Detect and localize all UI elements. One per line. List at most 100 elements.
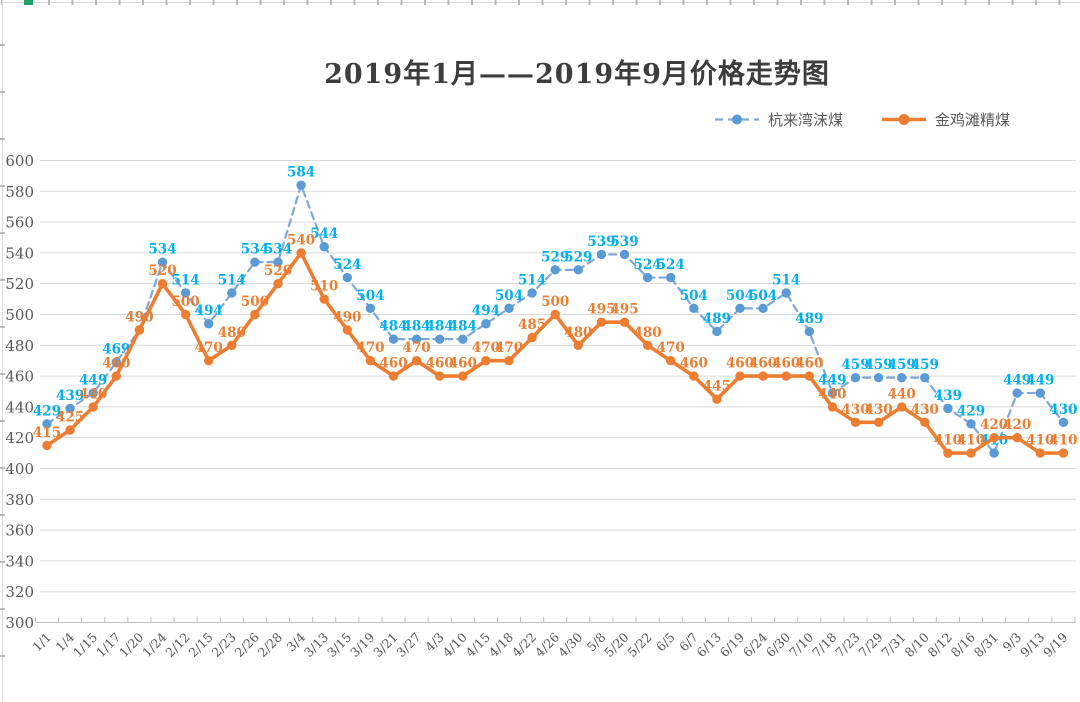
- data-point-marker[interactable]: [689, 371, 699, 381]
- data-point-marker[interactable]: [827, 402, 838, 412]
- data-point-marker[interactable]: [781, 371, 791, 381]
- series-hanglaiwan[interactable]: 4294394494694905345144945145345345845445…: [33, 165, 1078, 458]
- data-point-marker[interactable]: [88, 402, 98, 412]
- data-point-marker[interactable]: [204, 319, 214, 329]
- series-jinjitan[interactable]: 4154254404604905205004704805005205405104…: [33, 232, 1078, 458]
- data-point-marker[interactable]: [897, 372, 907, 383]
- data-point-marker[interactable]: [111, 357, 122, 367]
- data-point-marker[interactable]: [1012, 388, 1022, 398]
- data-point-marker[interactable]: [481, 356, 491, 366]
- data-point-marker[interactable]: [897, 402, 907, 412]
- data-point-marker[interactable]: [573, 265, 583, 275]
- data-point-marker[interactable]: [642, 272, 653, 283]
- data-point-marker[interactable]: [666, 272, 676, 283]
- data-point-marker[interactable]: [273, 257, 283, 267]
- data-point-marker[interactable]: [342, 325, 352, 335]
- data-point-marker[interactable]: [365, 303, 376, 314]
- data-point-marker[interactable]: [619, 249, 630, 260]
- data-point-marker[interactable]: [180, 309, 191, 320]
- data-point-marker[interactable]: [596, 317, 607, 327]
- data-point-marker[interactable]: [550, 265, 560, 275]
- data-point-marker[interactable]: [873, 417, 884, 427]
- data-point-marker[interactable]: [111, 371, 122, 381]
- data-point-marker[interactable]: [250, 309, 260, 320]
- data-point-marker[interactable]: [943, 448, 953, 458]
- data-point-marker[interactable]: [758, 371, 768, 381]
- data-point-marker[interactable]: [850, 417, 861, 427]
- grid-edge-left-ticks: [0, 44, 5, 702]
- data-label: 540: [287, 232, 315, 248]
- data-point-marker[interactable]: [920, 372, 930, 383]
- data-point-marker[interactable]: [388, 334, 399, 344]
- data-point-marker[interactable]: [827, 388, 838, 398]
- data-point-marker[interactable]: [758, 303, 768, 314]
- data-point-marker[interactable]: [157, 279, 168, 289]
- data-point-marker[interactable]: [573, 340, 583, 350]
- data-point-marker[interactable]: [504, 356, 514, 366]
- data-point-marker[interactable]: [458, 334, 468, 344]
- data-point-marker[interactable]: [989, 433, 999, 443]
- data-point-marker[interactable]: [1058, 417, 1069, 427]
- data-point-marker[interactable]: [1058, 448, 1069, 458]
- data-point-marker[interactable]: [204, 356, 214, 366]
- data-point-marker[interactable]: [65, 403, 75, 414]
- data-point-marker[interactable]: [735, 303, 745, 314]
- data-point-marker[interactable]: [1035, 388, 1046, 398]
- data-point-marker[interactable]: [342, 272, 352, 283]
- data-label: 430: [1049, 402, 1077, 418]
- data-point-marker[interactable]: [65, 425, 75, 435]
- data-point-marker[interactable]: [850, 372, 861, 383]
- legend-item-hanglaiwan[interactable]: 杭来湾沫煤: [714, 109, 843, 130]
- data-point-marker[interactable]: [250, 257, 260, 267]
- data-point-marker[interactable]: [227, 340, 237, 350]
- data-point-marker[interactable]: [712, 394, 722, 404]
- data-point-marker[interactable]: [134, 325, 145, 335]
- data-point-marker[interactable]: [712, 326, 722, 337]
- data-point-marker[interactable]: [781, 288, 791, 298]
- data-point-marker[interactable]: [527, 288, 537, 298]
- data-point-marker[interactable]: [319, 294, 329, 304]
- data-point-marker[interactable]: [180, 288, 191, 298]
- data-point-marker[interactable]: [365, 356, 376, 366]
- data-point-marker[interactable]: [527, 332, 537, 343]
- data-point-marker[interactable]: [735, 371, 745, 381]
- data-point-marker[interactable]: [689, 303, 699, 314]
- chart-title[interactable]: 2019年1月——2019年9月价格走势图: [324, 59, 830, 90]
- data-point-marker[interactable]: [642, 340, 653, 350]
- data-point-marker[interactable]: [435, 371, 445, 381]
- data-point-marker[interactable]: [1012, 433, 1022, 443]
- data-point-marker[interactable]: [42, 440, 52, 451]
- data-point-marker[interactable]: [550, 309, 560, 320]
- y-axis-tick-label: 360: [5, 522, 34, 540]
- data-point-marker[interactable]: [458, 371, 468, 381]
- data-point-marker[interactable]: [804, 371, 814, 381]
- data-point-marker[interactable]: [296, 180, 306, 190]
- data-point-marker[interactable]: [481, 319, 491, 329]
- data-point-marker[interactable]: [273, 279, 283, 289]
- data-point-marker[interactable]: [1035, 448, 1046, 458]
- legend-item-jinjitan[interactable]: 金鸡滩精煤: [881, 109, 1010, 130]
- data-point-marker[interactable]: [804, 326, 814, 337]
- data-point-marker[interactable]: [966, 448, 976, 458]
- data-point-marker[interactable]: [319, 242, 329, 252]
- data-point-marker[interactable]: [966, 419, 976, 429]
- data-point-marker[interactable]: [435, 334, 445, 344]
- data-label: 510: [310, 279, 338, 295]
- data-point-marker[interactable]: [411, 356, 422, 366]
- data-point-marker[interactable]: [411, 334, 422, 344]
- data-point-marker[interactable]: [157, 257, 168, 267]
- data-point-marker[interactable]: [989, 448, 999, 458]
- data-point-marker[interactable]: [227, 288, 237, 298]
- data-point-marker[interactable]: [42, 419, 52, 429]
- data-point-marker[interactable]: [296, 248, 306, 258]
- data-point-marker[interactable]: [596, 249, 607, 260]
- data-point-marker[interactable]: [388, 371, 399, 381]
- data-point-marker[interactable]: [873, 372, 884, 383]
- data-point-marker[interactable]: [504, 303, 514, 314]
- data-point-marker[interactable]: [88, 388, 98, 398]
- data-point-marker[interactable]: [943, 403, 953, 414]
- data-point-marker[interactable]: [619, 317, 630, 327]
- data-point-marker[interactable]: [666, 356, 676, 366]
- data-point-marker[interactable]: [920, 417, 930, 427]
